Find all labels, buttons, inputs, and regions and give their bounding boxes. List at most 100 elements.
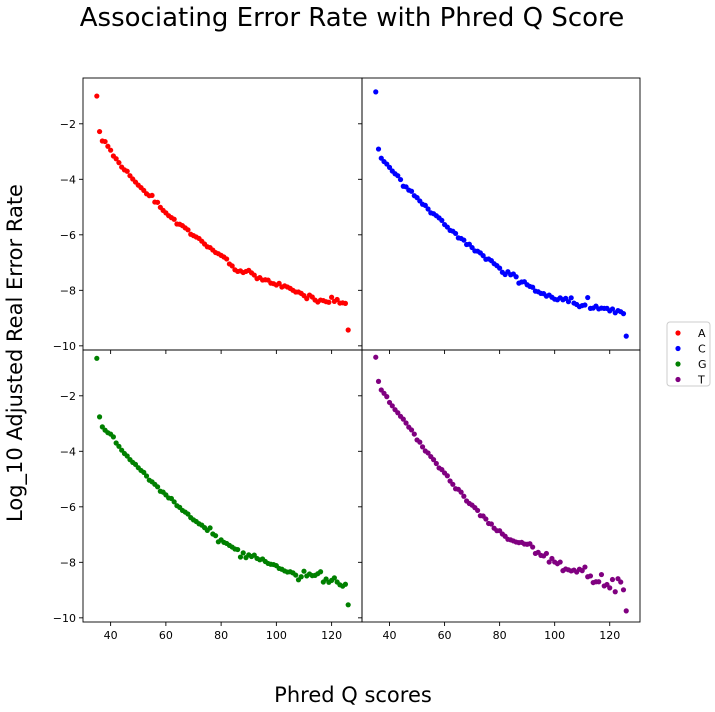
data-point [395,410,401,416]
data-point [384,394,390,400]
data-point [609,576,616,583]
series-T [373,354,629,614]
data-point [488,521,494,527]
data-point [342,300,349,306]
data-point [530,284,536,290]
data-point [612,589,618,595]
data-point [439,217,445,223]
data-point [609,306,616,312]
data-point [334,296,340,303]
data-point [171,216,177,222]
data-point [207,525,213,531]
data-point [452,230,459,237]
y-tick-label: −8 [60,556,76,569]
data-point [345,602,351,608]
panel-frame [82,77,363,351]
data-point [444,473,450,479]
data-point [94,93,100,99]
data-point [110,434,116,440]
x-tick-label: 80 [493,629,507,642]
data-point [587,573,594,579]
legend-marker [675,345,681,352]
data-point [342,581,349,587]
data-point [116,160,122,166]
y-tick-label: −2 [60,390,76,403]
data-point [373,89,379,95]
data-point [143,473,150,479]
data-point [171,499,177,505]
legend-label: A [698,327,706,340]
series-C [373,89,629,339]
x-tick-label: 100 [544,629,565,642]
x-tick-label: 40 [383,629,397,642]
data-point [113,156,119,162]
data-point [386,164,393,170]
data-point [94,355,100,361]
data-point [475,507,481,514]
data-point [483,516,489,522]
y-tick-label: −8 [60,284,76,297]
data-point [329,294,335,300]
data-point [149,192,155,199]
data-point [425,206,431,212]
data-point [596,579,602,585]
data-point [375,146,382,152]
x-tick-label: 80 [214,629,228,642]
data-point [276,280,282,286]
data-point [480,253,486,259]
data-point [116,443,122,449]
data-point [108,147,114,153]
data-point [229,263,235,269]
data-point [582,302,588,308]
data-point [141,469,147,475]
data-point [461,237,467,243]
data-point [240,550,246,556]
legend-frame [666,321,711,387]
data-point [373,354,379,360]
data-point [408,427,415,433]
x-tick-label: 60 [159,629,173,642]
panel-bottom-right: 40 60 80 100 120 [358,349,641,642]
data-point [400,416,406,422]
data-point [331,575,337,581]
data-point [237,554,244,560]
data-point [124,453,130,459]
panel-frame [361,349,641,623]
x-tick-label: 40 [104,629,118,642]
x-tick-label: 100 [266,629,287,642]
data-point [317,569,324,575]
y-tick-label: −2 [60,118,76,131]
data-point [154,199,161,205]
figure-y-label: Log_10 Adjusted Real Error Rate [3,184,28,522]
data-point [513,274,519,280]
y-tick-label: −10 [53,340,76,353]
panel-frame [82,349,363,623]
data-point [450,481,456,487]
data-point [425,450,431,456]
data-point [458,489,464,495]
data-point [212,533,219,539]
data-point [530,544,536,550]
data-point [607,585,613,591]
series-A [94,93,351,333]
data-point [102,138,108,145]
data-point [549,555,555,562]
data-point [304,296,310,302]
data-point [623,608,629,614]
y-tick-label: −4 [60,173,76,186]
data-point [568,295,574,301]
data-point [105,143,111,149]
data-point [235,546,241,553]
data-point [403,420,409,426]
data-point [618,579,624,585]
data-point [419,444,426,450]
data-point [623,333,629,339]
x-tick-label: 60 [438,629,452,642]
panel-top-right [358,77,641,354]
legend-label: G [698,358,707,371]
data-point [124,168,130,174]
y-tick-label: −4 [60,445,76,458]
y-tick-label: −6 [60,229,76,242]
x-tick-label: 120 [321,629,342,642]
